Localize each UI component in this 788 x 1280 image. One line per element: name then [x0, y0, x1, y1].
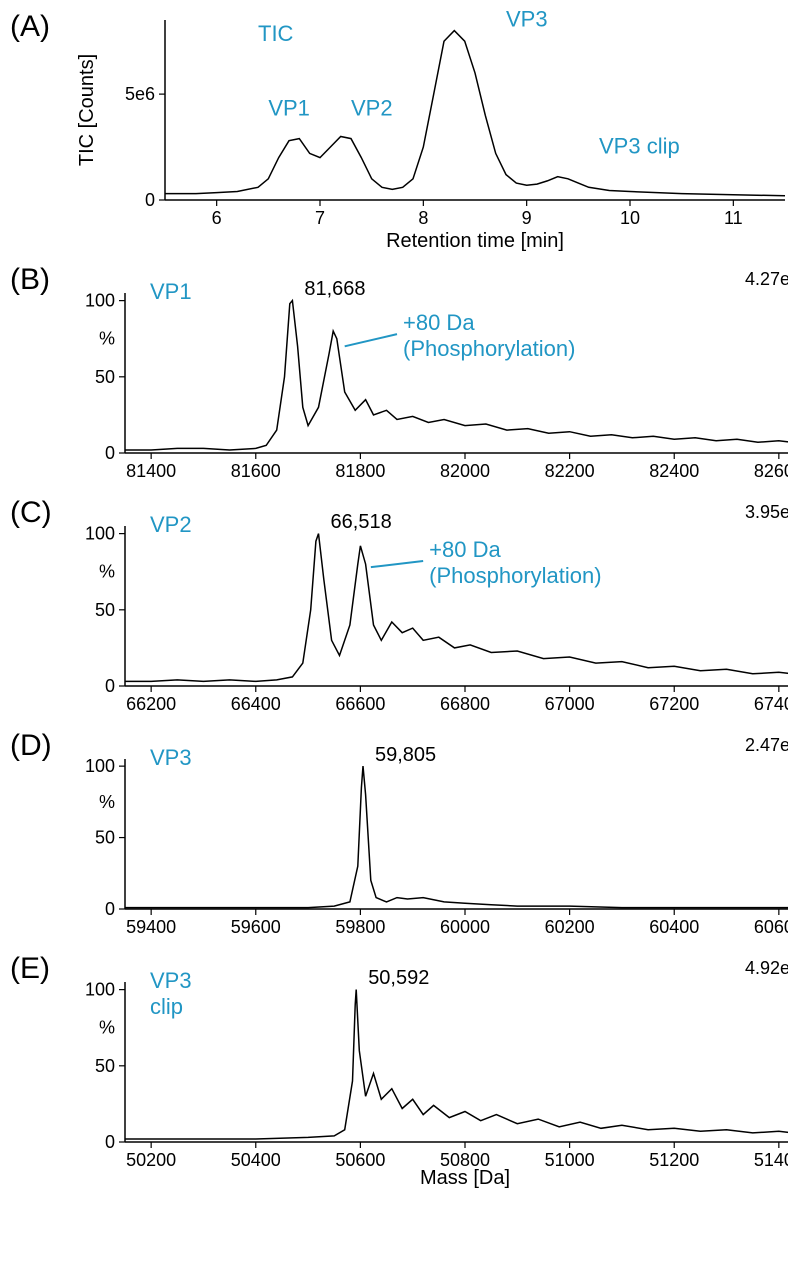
ytick: 5e6 [125, 84, 155, 104]
chart-E: 5020050400506005080051000512005140005010… [75, 952, 788, 1192]
xtick: 81400 [126, 461, 176, 481]
protein-label: VP1 [150, 279, 192, 304]
intensity: 4.27e3 [745, 269, 788, 289]
xtick: 59800 [335, 917, 385, 937]
ytick: 50 [95, 1056, 115, 1076]
trace [125, 766, 788, 908]
xtick: 82200 [545, 461, 595, 481]
xtick: 66200 [126, 694, 176, 714]
mod-label: +80 Da [429, 537, 501, 562]
ytick: 0 [105, 1132, 115, 1152]
xtick: 51000 [545, 1150, 595, 1170]
annotation-VP1: VP1 [268, 95, 310, 120]
pct-label: % [99, 562, 115, 582]
xtick: 67000 [545, 694, 595, 714]
xlabel: Mass [Da] [420, 1167, 510, 1189]
peak-mass: 59,805 [375, 744, 436, 766]
protein-label: VP2 [150, 512, 192, 537]
panel-label-D: (D) [10, 729, 52, 763]
xtick: 6 [212, 208, 222, 228]
mod-label: (Phosphorylation) [429, 563, 601, 588]
pct-label: % [99, 792, 115, 812]
peak-mass: 66,518 [331, 511, 392, 533]
xtick: 60000 [440, 917, 490, 937]
panel-E: (E) 502005040050600508005100051200514000… [10, 952, 778, 1192]
xtick: 81800 [335, 461, 385, 481]
panel-A: (A) 6 7 8 9 10 11 0 5e6 TIC [Counts] Retention ti… [10, 10, 778, 255]
xtick: 59600 [231, 917, 281, 937]
ytick: 0 [105, 443, 115, 463]
xtick: 66400 [231, 694, 281, 714]
xtick: 60400 [649, 917, 699, 937]
panel-D: (D) 594005960059800600006020060400606000… [10, 729, 778, 944]
xtick: 82000 [440, 461, 490, 481]
ytick: 0 [105, 676, 115, 696]
xtick: 67400 [754, 694, 788, 714]
xtick: 9 [522, 208, 532, 228]
protein-label: VP3 [150, 968, 192, 993]
pct-label: % [99, 1018, 115, 1038]
mod-label: (Phosphorylation) [403, 336, 575, 361]
ytick: 100 [85, 756, 115, 776]
panel-B: (B) 814008160081800820008220082400826000… [10, 263, 778, 488]
peak-mass: 81,668 [304, 278, 365, 300]
annotation-VP3-clip: VP3 clip [599, 133, 680, 158]
xtick: 50200 [126, 1150, 176, 1170]
xtick: 11 [724, 208, 743, 228]
annotation-TIC: TIC [258, 21, 294, 46]
protein-label: clip [150, 994, 183, 1019]
xtick: 10 [620, 208, 640, 228]
ylabel: TIC [Counts] [76, 54, 98, 166]
intensity: 2.47e5 [745, 735, 788, 755]
panel-C: (C) 662006640066600668006700067200674000… [10, 496, 778, 721]
ytick: 50 [95, 367, 115, 387]
xtick: 51200 [649, 1150, 699, 1170]
xtick: 67200 [649, 694, 699, 714]
ytick: 50 [95, 828, 115, 848]
protein-label: VP3 [150, 745, 192, 770]
chart-D: 59400 59600 59800 60000 60200 60400 60600 0 50 10… [75, 729, 788, 944]
xtick: 66600 [335, 694, 385, 714]
ytick: 100 [85, 524, 115, 544]
intensity: 4.92e3 [745, 958, 788, 978]
xtick: 60200 [545, 917, 595, 937]
xtick: 82400 [649, 461, 699, 481]
ytick: 0 [105, 899, 115, 919]
panel-label-A: (A) [10, 10, 50, 44]
annotation-VP3: VP3 [506, 10, 548, 31]
trace [125, 990, 788, 1139]
xtick: 82600 [754, 461, 788, 481]
chart-B: 81400 81600 81800 82000 82200 82400 82600 0 50 10… [75, 263, 788, 488]
xtick: 50400 [231, 1150, 281, 1170]
panel-label-E: (E) [10, 952, 50, 986]
ytick: 0 [145, 190, 155, 210]
ytick: 100 [85, 980, 115, 1000]
xlabel: Retention time [min] [386, 230, 564, 252]
intensity: 3.95e3 [745, 502, 788, 522]
panel-label-C: (C) [10, 496, 52, 530]
chart-A: 6 7 8 9 10 11 0 5e6 TIC [Counts] Retention time [… [75, 10, 788, 255]
xtick: 60600 [754, 917, 788, 937]
annotation-VP2: VP2 [351, 95, 393, 120]
peak-mass: 50,592 [368, 967, 429, 989]
ytick: 50 [95, 600, 115, 620]
xtick: 51400 [754, 1150, 788, 1170]
pct-label: % [99, 329, 115, 349]
panel-label-B: (B) [10, 263, 50, 297]
xtick: 66800 [440, 694, 490, 714]
xtick: 50600 [335, 1150, 385, 1170]
xtick: 8 [418, 208, 428, 228]
xtick: 7 [315, 208, 325, 228]
xtick: 81600 [231, 461, 281, 481]
ytick: 100 [85, 291, 115, 311]
mod-label: +80 Da [403, 310, 475, 335]
xtick: 59400 [126, 917, 176, 937]
chart-C: 66200 66400 66600 66800 67000 67200 67400 0 50 10… [75, 496, 788, 721]
trace [165, 31, 785, 196]
